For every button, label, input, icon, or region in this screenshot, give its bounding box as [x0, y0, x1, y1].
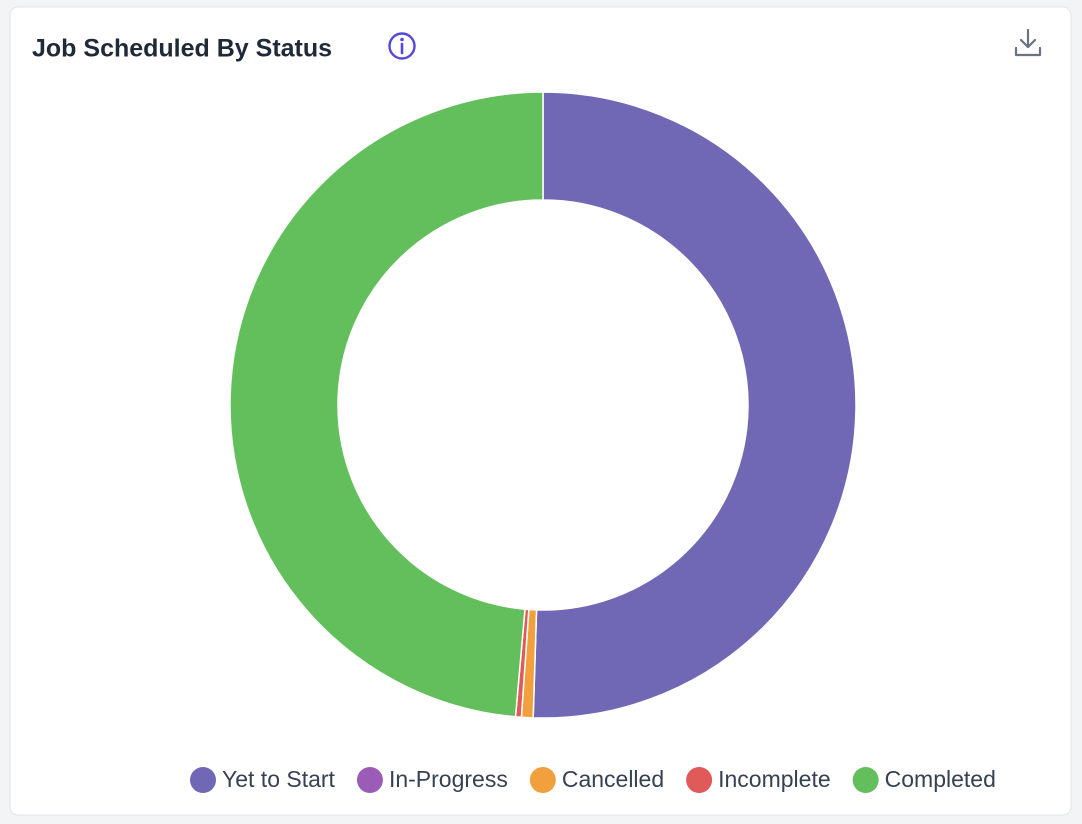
legend-label: Incomplete — [718, 766, 831, 792]
legend-label: Completed — [885, 766, 996, 792]
legend-swatch — [686, 767, 713, 793]
legend-label: In-Progress — [389, 766, 508, 792]
legend-swatch — [852, 767, 879, 793]
info-icon[interactable] — [388, 32, 416, 60]
slice — [229, 91, 544, 718]
slice — [532, 91, 857, 719]
legend-label: Yet to Start — [222, 766, 336, 792]
legend-swatch — [190, 767, 216, 793]
legend-swatch — [529, 767, 556, 793]
chart-title: Job Scheduled By Status — [32, 35, 332, 63]
download-icon[interactable] — [1014, 28, 1042, 57]
legend-label: Cancelled — [562, 766, 664, 792]
card — [9, 6, 1072, 816]
legend-swatch — [356, 767, 383, 793]
